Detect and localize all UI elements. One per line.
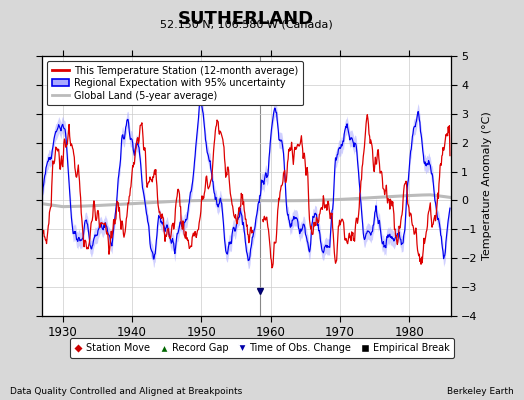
Text: 52.150 N, 106.580 W (Canada): 52.150 N, 106.580 W (Canada) bbox=[160, 19, 333, 29]
Text: Data Quality Controlled and Aligned at Breakpoints: Data Quality Controlled and Aligned at B… bbox=[10, 387, 243, 396]
Legend: Station Move, Record Gap, Time of Obs. Change, Empirical Break: Station Move, Record Gap, Time of Obs. C… bbox=[70, 338, 454, 358]
Legend: This Temperature Station (12-month average), Regional Expectation with 95% uncer: This Temperature Station (12-month avera… bbox=[47, 61, 303, 106]
Text: Berkeley Earth: Berkeley Earth bbox=[447, 387, 514, 396]
Y-axis label: Temperature Anomaly (°C): Temperature Anomaly (°C) bbox=[482, 112, 492, 260]
Text: SUTHERLAND: SUTHERLAND bbox=[178, 10, 314, 28]
